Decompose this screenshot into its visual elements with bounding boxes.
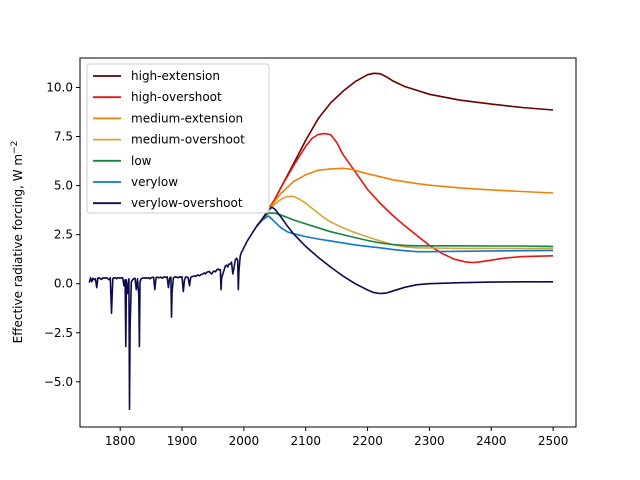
legend-label-verylow-overshoot: verylow-overshoot (131, 196, 243, 210)
y-tick-label: −5.0 (44, 375, 73, 389)
y-axis-label-superscript: −2 (10, 141, 20, 154)
series-line-verylow (255, 215, 554, 253)
x-tick-label: 2300 (414, 434, 445, 448)
series-line-medium-extension (255, 167, 554, 228)
plot-frame (79, 57, 577, 428)
y-tick-label: −2.5 (44, 326, 73, 340)
x-axis: 1800 1900 2000 2100 2200 2300 2400 2500 (105, 427, 568, 448)
y-tick-label: 10.0 (46, 80, 73, 94)
legend: high-extension high-overshoot medium-exten… (86, 63, 270, 214)
y-axis-label-main: Effective radiative forcing, W m (11, 154, 25, 344)
legend-label-medium-overshoot: medium-overshoot (131, 133, 245, 147)
x-tick-label: 2400 (476, 434, 507, 448)
x-tick-label: 2000 (229, 434, 260, 448)
x-tick-label: 2500 (538, 434, 569, 448)
x-tick-label: 2100 (290, 434, 321, 448)
series-layer (88, 72, 554, 411)
x-tick-label: 1900 (167, 434, 198, 448)
historical-line (88, 226, 257, 411)
series-line-high-overshoot (255, 132, 554, 264)
legend-label-verylow: verylow (131, 175, 178, 189)
x-tick-label: 2200 (352, 434, 383, 448)
x-tick-label: 1800 (105, 434, 136, 448)
y-tick-label: 0.0 (54, 277, 73, 291)
y-axis-label: Effective radiative forcing, W m−2 (10, 141, 25, 344)
legend-box (86, 63, 270, 214)
y-tick-label: 2.5 (54, 228, 73, 242)
legend-label-high-extension: high-extension (131, 69, 220, 83)
legend-label-medium-extension: medium-extension (131, 111, 243, 125)
legend-label-low: low (131, 154, 152, 168)
legend-label-high-overshoot: high-overshoot (131, 90, 222, 104)
y-tick-label: 5.0 (54, 179, 73, 193)
y-axis: −5.0 −2.5 0.0 2.5 5.0 7.5 10.0 (44, 80, 80, 389)
y-tick-label: 7.5 (54, 130, 73, 144)
series-line-verylow-overshoot (255, 206, 554, 295)
series-line-medium-overshoot (255, 195, 554, 250)
series-line-low (255, 212, 554, 248)
